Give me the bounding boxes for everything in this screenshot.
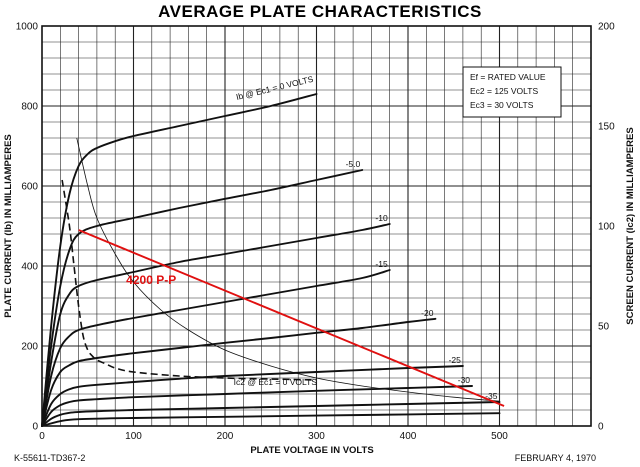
y-tick-label: 0 [32, 422, 38, 433]
legend-line-2: Ec2 = 125 VOLTS [470, 86, 538, 96]
y2-tick-label: 0 [598, 422, 604, 433]
x-tick-label: 100 [125, 431, 142, 442]
load-line [78, 229, 505, 407]
footer-left: K-55611-TD367-2 [14, 453, 85, 463]
plate-curve-label: -35 [485, 391, 498, 401]
grid [42, 26, 591, 426]
y-axis-label: PLATE CURRENT (Ib) IN MILLIAMPERES [3, 134, 14, 317]
y-tick-label: 400 [21, 262, 38, 273]
plate-curve [41, 169, 364, 427]
y2-axis-label: SCREEN CURRENT (Ic2) IN MILLIAMPERES [625, 127, 636, 324]
plot-frame [41, 25, 592, 427]
plate-curve-label: -20 [421, 308, 434, 318]
y-tick-label: 1000 [16, 22, 39, 33]
plate-curves [41, 93, 505, 427]
plate-curve-label: -15 [375, 259, 388, 269]
y2-axis-ticks: 0 50 100 150 200 [598, 22, 615, 433]
x-tick-label: 0 [39, 431, 45, 442]
y-axis-ticks: 0 200 400 600 800 1000 [16, 22, 39, 433]
plate-curve [41, 223, 391, 427]
plate-curve [41, 317, 437, 427]
plate-curve [41, 269, 391, 427]
chart-title: AVERAGE PLATE CHARACTERISTICS [158, 2, 482, 21]
legend-line-1: Ef = RATED VALUE [470, 72, 546, 82]
plate-curve [41, 93, 318, 427]
y-tick-label: 600 [21, 182, 38, 193]
y2-tick-label: 200 [598, 22, 615, 33]
footer-right: FEBRUARY 4, 1970 [515, 453, 596, 463]
plate-curve-label: -25 [449, 355, 462, 365]
y-tick-label: 800 [21, 102, 38, 113]
plate-curve [41, 401, 501, 427]
screen-curve-label: Ic2 @ Ec1 = 0 VOLTS [234, 377, 318, 387]
legend-line-3: Ec3 = 30 VOLTS [470, 100, 534, 110]
y2-tick-label: 150 [598, 122, 615, 133]
x-axis-ticks: 0 100 200 300 400 500 [39, 431, 508, 442]
thin-curve [76, 137, 500, 402]
x-tick-label: 300 [308, 431, 325, 442]
y2-tick-label: 100 [598, 222, 615, 233]
screen-current-curve [61, 179, 317, 381]
load-line-label: 4200 P-P [126, 273, 176, 287]
plate-curve [41, 412, 501, 427]
legend-box: Ef = RATED VALUE Ec2 = 125 VOLTS Ec3 = 3… [462, 66, 562, 118]
x-axis-label: PLATE VOLTAGE IN VOLTS [250, 445, 373, 456]
plate-curve [41, 365, 464, 427]
plate-curve-label: -5.0 [346, 159, 361, 169]
curve-labels: Ib @ Ec1 = 0 VOLTS-5.0-10-15-20-25-30-35… [126, 74, 498, 401]
plate-curve-label: -30 [458, 375, 471, 385]
plate-curve-label: -10 [375, 213, 388, 223]
y-tick-label: 200 [21, 342, 38, 353]
plate-curve [41, 385, 473, 427]
y2-tick-label: 50 [598, 322, 610, 333]
legend-frame [462, 66, 562, 118]
x-tick-label: 200 [217, 431, 234, 442]
x-tick-label: 400 [400, 431, 417, 442]
x-tick-label: 500 [491, 431, 508, 442]
